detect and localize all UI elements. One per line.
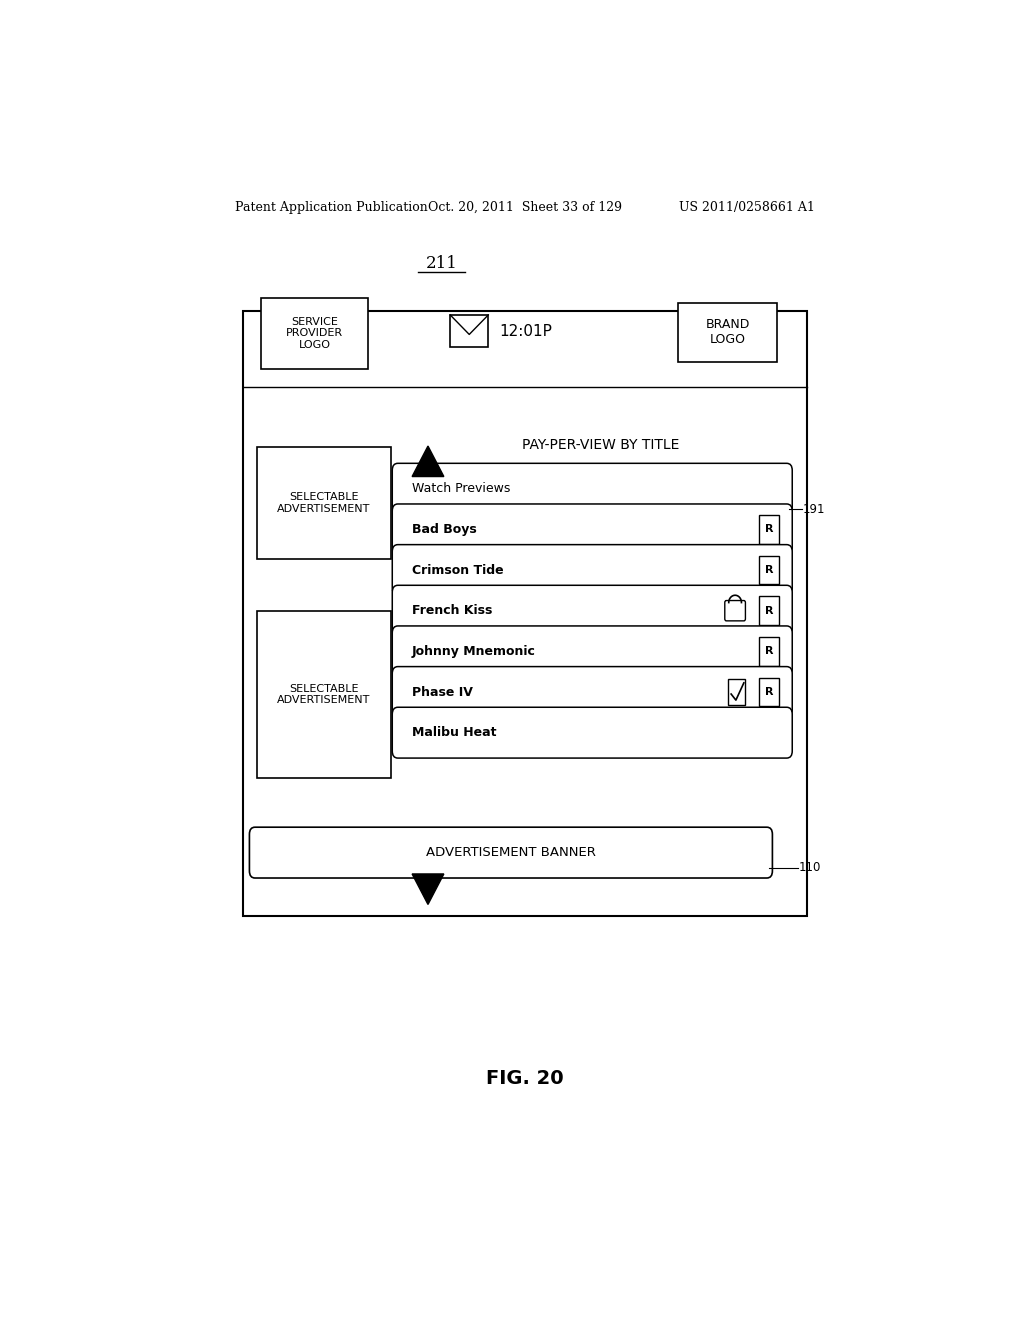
FancyBboxPatch shape (392, 708, 793, 758)
Text: French Kiss: French Kiss (412, 605, 493, 618)
Text: Watch Previews: Watch Previews (412, 482, 511, 495)
Text: SERVICE
PROVIDER
LOGO: SERVICE PROVIDER LOGO (287, 317, 343, 350)
Text: 110: 110 (799, 862, 821, 874)
Text: Patent Application Publication: Patent Application Publication (236, 201, 428, 214)
FancyBboxPatch shape (678, 302, 777, 362)
FancyBboxPatch shape (392, 585, 793, 636)
Text: R: R (765, 524, 773, 535)
FancyBboxPatch shape (725, 601, 745, 620)
Text: Bad Boys: Bad Boys (412, 523, 477, 536)
Text: Johnny Mnemonic: Johnny Mnemonic (412, 645, 536, 657)
Text: Phase IV: Phase IV (412, 685, 473, 698)
FancyBboxPatch shape (759, 556, 779, 585)
FancyBboxPatch shape (392, 545, 793, 595)
FancyBboxPatch shape (759, 597, 779, 624)
FancyBboxPatch shape (250, 828, 772, 878)
FancyBboxPatch shape (451, 315, 488, 347)
Text: SELECTABLE
ADVERTISEMENT: SELECTABLE ADVERTISEMENT (278, 684, 371, 705)
Text: PAY-PER-VIEW BY TITLE: PAY-PER-VIEW BY TITLE (521, 438, 679, 451)
Text: Crimson Tide: Crimson Tide (412, 564, 504, 577)
Text: SELECTABLE
ADVERTISEMENT: SELECTABLE ADVERTISEMENT (278, 492, 371, 513)
Text: ADVERTISEMENT BANNER: ADVERTISEMENT BANNER (426, 846, 596, 859)
FancyBboxPatch shape (392, 504, 793, 554)
FancyBboxPatch shape (257, 447, 391, 558)
Text: 12:01P: 12:01P (500, 323, 552, 339)
Text: US 2011/0258661 A1: US 2011/0258661 A1 (679, 201, 814, 214)
FancyBboxPatch shape (728, 678, 745, 705)
FancyBboxPatch shape (243, 312, 807, 916)
Polygon shape (412, 446, 443, 477)
FancyBboxPatch shape (392, 667, 793, 718)
FancyBboxPatch shape (759, 677, 779, 706)
FancyBboxPatch shape (392, 626, 793, 677)
Text: 211: 211 (426, 255, 458, 272)
Text: R: R (765, 606, 773, 615)
Polygon shape (412, 874, 443, 904)
FancyBboxPatch shape (257, 611, 391, 779)
Text: 191: 191 (803, 503, 825, 516)
Text: Oct. 20, 2011  Sheet 33 of 129: Oct. 20, 2011 Sheet 33 of 129 (428, 201, 622, 214)
Text: FIG. 20: FIG. 20 (486, 1069, 563, 1088)
FancyBboxPatch shape (759, 515, 779, 544)
Text: R: R (765, 565, 773, 576)
Text: Malibu Heat: Malibu Heat (412, 726, 497, 739)
Text: R: R (765, 686, 773, 697)
FancyBboxPatch shape (261, 297, 369, 368)
FancyBboxPatch shape (392, 463, 793, 515)
FancyBboxPatch shape (759, 638, 779, 665)
Text: R: R (765, 647, 773, 656)
Text: BRAND
LOGO: BRAND LOGO (706, 318, 750, 346)
